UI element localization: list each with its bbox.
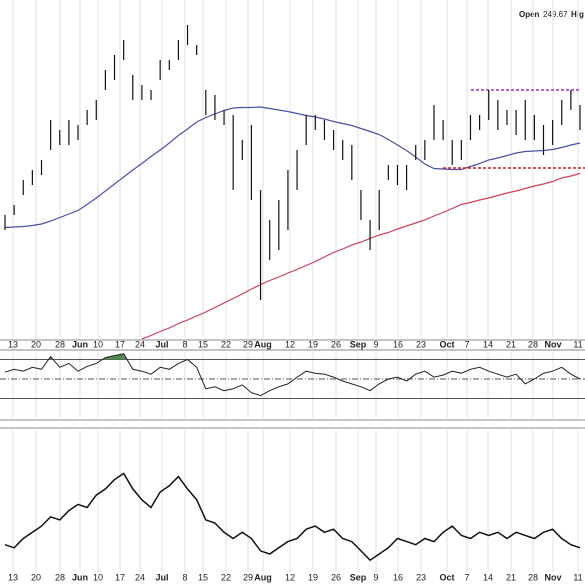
x-tick-label: 8 bbox=[182, 572, 187, 582]
x-tick-label: 28 bbox=[55, 572, 65, 582]
x-tick-label: 29 bbox=[243, 572, 253, 582]
x-tick-label: 14 bbox=[483, 572, 493, 582]
x-tick-label: 15 bbox=[198, 572, 208, 582]
x-tick-label: 9 bbox=[373, 572, 378, 582]
x-tick-label: Jun bbox=[72, 572, 88, 582]
x-tick-label: 28 bbox=[55, 339, 65, 349]
x-tick-label: 8 bbox=[182, 339, 187, 349]
x-tick-label: Sep bbox=[350, 572, 367, 582]
x-tick-label: 11 bbox=[573, 572, 582, 582]
x-tick-label: 29 bbox=[243, 339, 253, 349]
x-tick-label: 23 bbox=[416, 572, 426, 582]
x-tick-label: Sep bbox=[350, 339, 367, 349]
x-tick-label: 24 bbox=[135, 572, 145, 582]
x-tick-label: 10 bbox=[93, 339, 103, 349]
x-tick-label: Aug bbox=[254, 572, 272, 582]
x-tick-label: 11 bbox=[573, 339, 582, 349]
overbought-fill bbox=[105, 355, 115, 360]
moving-average bbox=[141, 172, 581, 340]
x-tick-label: 24 bbox=[135, 339, 145, 349]
x-tick-label: 26 bbox=[331, 339, 341, 349]
x-tick-label: 22 bbox=[221, 339, 231, 349]
x-tick-label: 13 bbox=[8, 572, 18, 582]
x-tick-label: 7 bbox=[464, 572, 469, 582]
x-tick-label: Oct bbox=[439, 572, 454, 582]
x-tick-label: 26 bbox=[331, 572, 341, 582]
open-label: Open bbox=[519, 10, 540, 19]
x-tick-label: 7 bbox=[464, 339, 469, 349]
x-tick-label: Jun bbox=[72, 339, 88, 349]
oscillator-line bbox=[4, 353, 581, 397]
x-tick-label: 21 bbox=[506, 572, 516, 582]
x-tick-label: Jul bbox=[155, 572, 168, 582]
x-tick-label: 20 bbox=[31, 572, 41, 582]
open-value: 249.67 bbox=[543, 10, 568, 19]
x-tick-label: Nov bbox=[544, 339, 561, 349]
x-tick-label: 19 bbox=[308, 339, 318, 349]
x-tick-label: 17 bbox=[115, 339, 125, 349]
indicator-line bbox=[4, 472, 581, 562]
x-tick-label: Nov bbox=[544, 572, 561, 582]
x-tick-label: 21 bbox=[506, 339, 516, 349]
x-tick-label: 17 bbox=[115, 572, 125, 582]
x-tick-label: 15 bbox=[198, 339, 208, 349]
x-tick-label: 12 bbox=[285, 339, 295, 349]
x-tick-label: 16 bbox=[393, 572, 403, 582]
x-tick-label: 19 bbox=[308, 572, 318, 582]
x-tick-label: 14 bbox=[483, 339, 493, 349]
x-tick-label: 9 bbox=[373, 339, 378, 349]
x-tick-label: Oct bbox=[439, 339, 454, 349]
x-tick-label: 10 bbox=[93, 572, 103, 582]
x-tick-label: 22 bbox=[221, 572, 231, 582]
moving-average bbox=[4, 106, 581, 229]
x-tick-label: 12 bbox=[285, 572, 295, 582]
x-tick-label: 20 bbox=[31, 339, 41, 349]
x-tick-label: Aug bbox=[254, 339, 272, 349]
x-tick-label: 16 bbox=[393, 339, 403, 349]
x-tick-label: 28 bbox=[528, 339, 538, 349]
x-tick-label: 23 bbox=[416, 339, 426, 349]
x-tick-label: Jul bbox=[155, 339, 168, 349]
x-tick-label: 13 bbox=[8, 339, 18, 349]
x-tick-label: 28 bbox=[528, 572, 538, 582]
